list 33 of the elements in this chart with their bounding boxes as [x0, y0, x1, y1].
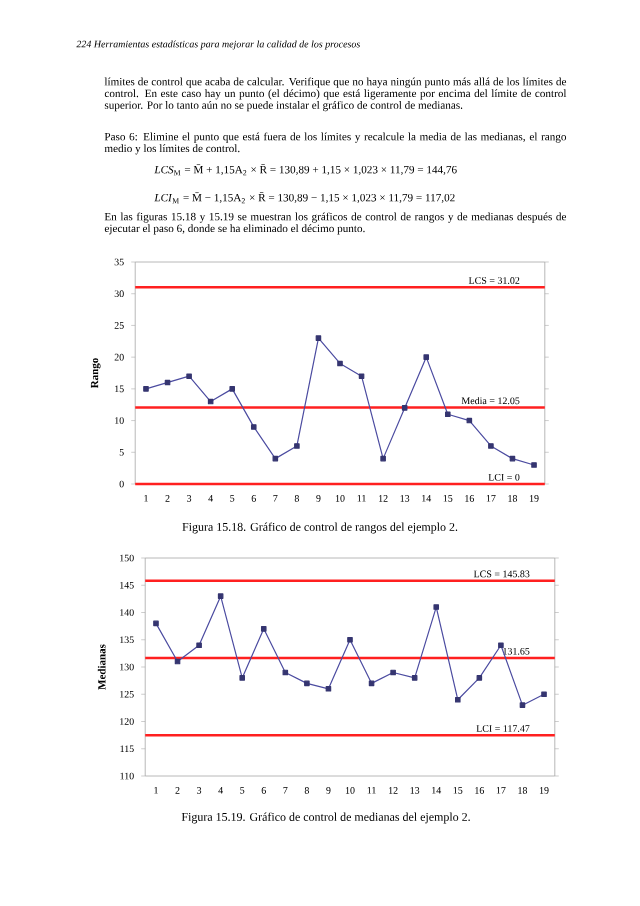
point [325, 686, 332, 692]
point [531, 462, 537, 468]
point [315, 335, 322, 341]
point [498, 642, 504, 648]
point [304, 680, 310, 687]
point [401, 405, 408, 411]
point [519, 702, 526, 708]
point [358, 373, 365, 379]
point [380, 455, 386, 462]
point [153, 620, 159, 627]
point [433, 604, 440, 610]
point [390, 669, 396, 676]
point [143, 386, 149, 392]
point [294, 443, 300, 449]
point [455, 696, 461, 703]
point [260, 626, 267, 632]
point [250, 424, 257, 430]
point [476, 675, 483, 681]
point [488, 443, 494, 449]
point [541, 691, 547, 698]
point [186, 373, 192, 379]
point [347, 636, 353, 643]
point [196, 642, 202, 648]
point [423, 354, 430, 360]
point [217, 593, 224, 599]
point [282, 669, 289, 676]
point [229, 386, 236, 392]
point [337, 360, 343, 367]
line-series [153, 593, 547, 708]
point [272, 455, 279, 462]
point [411, 675, 418, 681]
point [239, 675, 246, 681]
point [445, 411, 451, 418]
